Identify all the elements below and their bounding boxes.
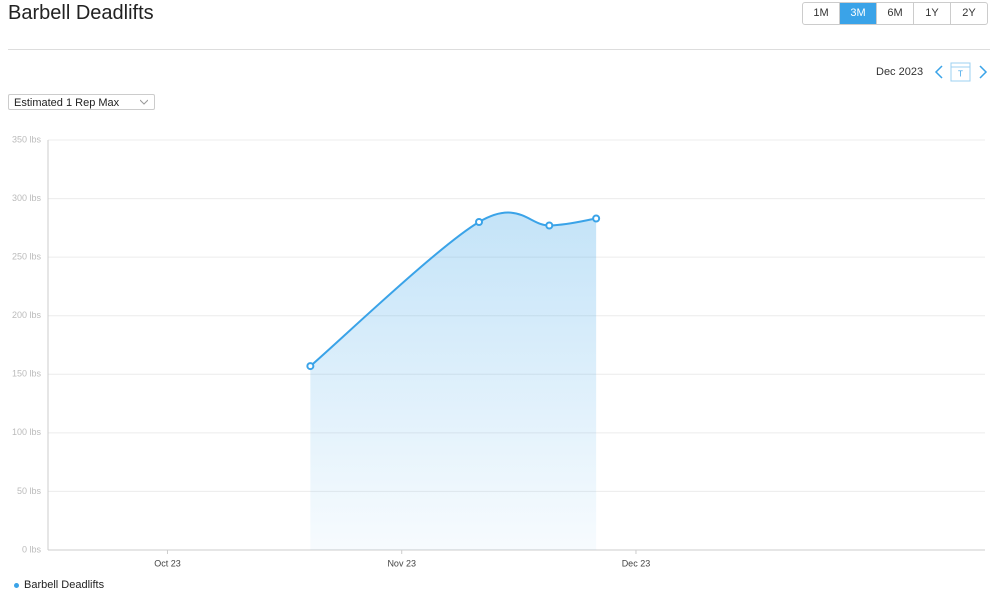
metric-select[interactable]: Estimated 1 Rep Max (8, 94, 155, 110)
legend-label: Barbell Deadlifts (24, 579, 105, 591)
x-tick-label: Dec 23 (622, 558, 651, 568)
range-button[interactable]: 1Y (913, 3, 950, 24)
y-tick-label: 200 lbs (12, 310, 42, 320)
y-tick-label: 0 lbs (22, 544, 42, 554)
y-tick-label: 250 lbs (12, 252, 42, 262)
y-tick-label: 150 lbs (12, 369, 42, 379)
range-button[interactable]: 3M (839, 3, 876, 24)
point (545, 221, 554, 230)
page-title: Barbell Deadlifts (8, 2, 154, 24)
prev-button[interactable] (934, 65, 943, 79)
today-button[interactable]: T (950, 62, 971, 82)
point (475, 218, 484, 226)
point (306, 362, 315, 371)
y-tick-label: 300 lbs (12, 193, 42, 203)
chart: 0 lbs 50 lbs 100 lbs 150 lbs 200 lbs 250 lbs 3… (12, 134, 985, 568)
y-tick-label: 100 lbs (12, 427, 42, 437)
metric-select-label: Estimated 1 Rep Max (14, 97, 120, 109)
range-button[interactable]: 6M (876, 3, 913, 24)
range-buttons: 1M 3M 6M 1Y 2Y (802, 2, 988, 25)
next-button[interactable] (979, 65, 988, 79)
legend: Barbell Deadlifts (14, 579, 104, 591)
divider (8, 49, 990, 50)
today-label: T (958, 70, 963, 79)
x-tick-label: Nov 23 (387, 558, 416, 568)
range-button[interactable]: 1M (813, 7, 829, 19)
range-button[interactable]: 2Y (950, 3, 987, 24)
period-label: Dec 2023 (876, 66, 924, 78)
select-caret (140, 99, 148, 105)
x-tick-label: Oct 23 (154, 558, 181, 568)
area (310, 212, 597, 550)
y-tick-label: 50 lbs (17, 486, 42, 496)
line (309, 211, 597, 367)
legend-swatch (14, 582, 19, 588)
y-tick-label: 350 lbs (12, 134, 42, 144)
period-nav: T (934, 62, 988, 82)
point (592, 214, 601, 223)
